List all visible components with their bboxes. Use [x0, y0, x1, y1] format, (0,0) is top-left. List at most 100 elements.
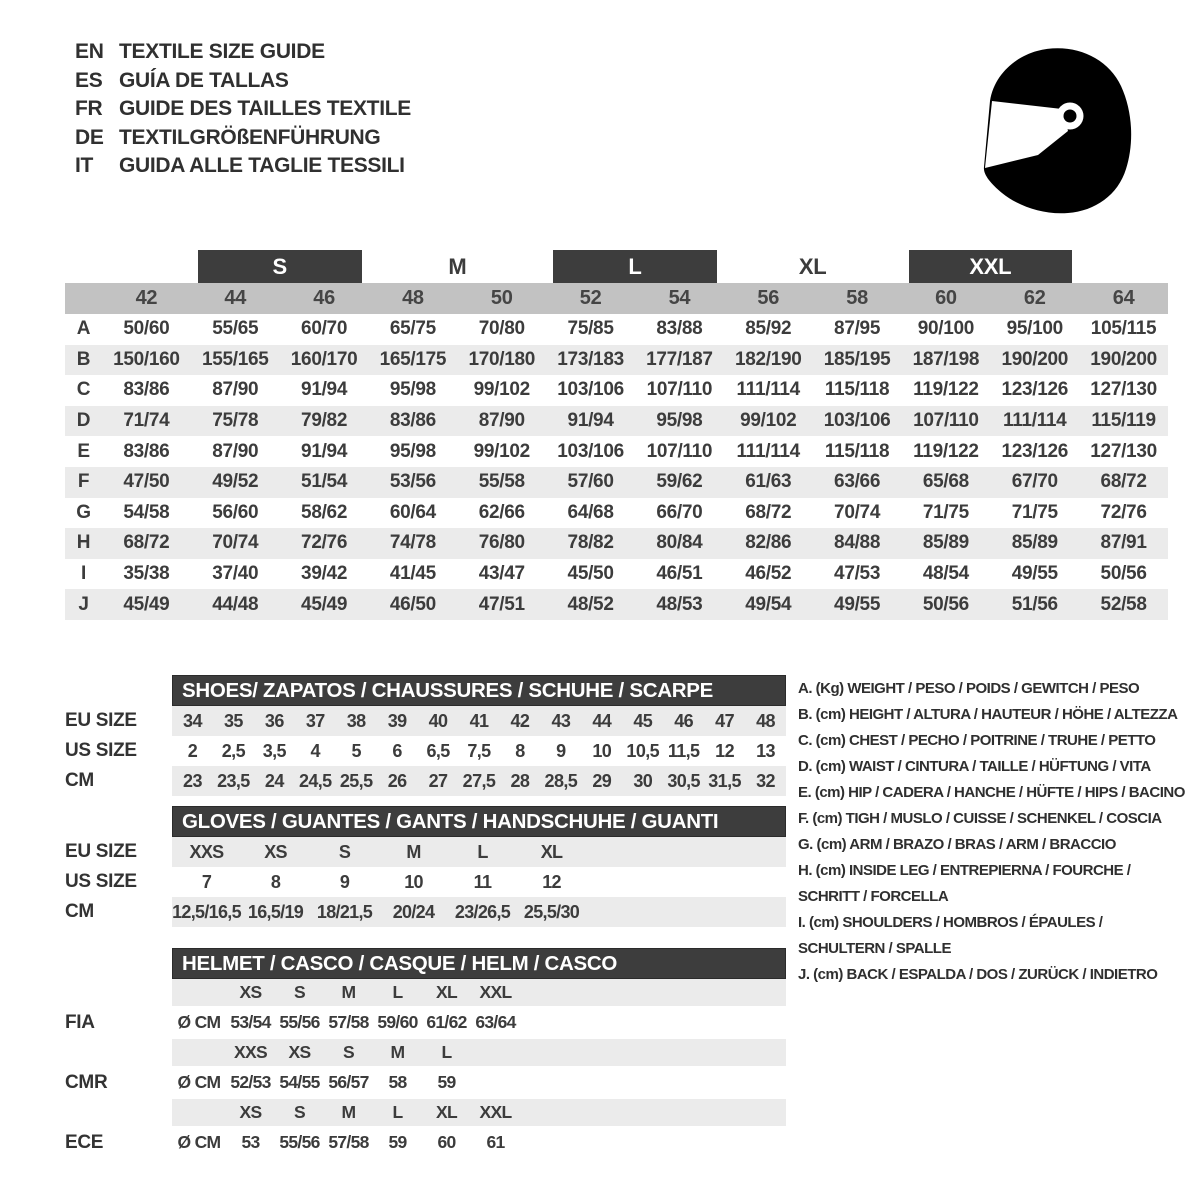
shoes-size-cell: 23,5	[217, 770, 250, 791]
shoes-size-cell: 27	[428, 770, 448, 791]
measurement-cell: 115/118	[824, 440, 890, 462]
measurement-cell: 39/42	[301, 563, 348, 585]
measurement-cell: 85/92	[745, 318, 792, 340]
shoes-size-cell: 9	[556, 740, 566, 761]
measurement-cell: 115/119	[1091, 410, 1156, 432]
size-group-label: S	[197, 250, 362, 283]
shoes-size-cell: 28	[510, 770, 530, 791]
measurement-cell: 87/91	[1100, 532, 1147, 554]
shoes-size-cell: 24	[264, 770, 284, 791]
helmet-size-header: L	[392, 982, 404, 1002]
measurement-cell: 85/89	[1011, 532, 1058, 554]
size-column-header: 42	[135, 287, 158, 309]
language-code: EN	[75, 40, 104, 63]
measurement-cell: 90/100	[917, 318, 975, 340]
language-code: FR	[75, 97, 103, 120]
gloves-eu-row: XXS XS S M L XL	[172, 837, 786, 867]
measurement-cell: 83/88	[656, 318, 703, 340]
language-row: EN TEXTILE SIZE GUIDE	[75, 38, 411, 67]
helmet-size-header: S	[343, 1042, 355, 1062]
measurement-row-label: H	[76, 532, 91, 554]
empty-cell	[172, 1099, 226, 1126]
measurement-cell: 70/74	[212, 532, 259, 554]
spacer	[65, 979, 172, 1006]
helmet-value-cell: 53	[241, 1132, 260, 1152]
helmet-size-header: L	[441, 1042, 453, 1062]
measurement-cell: 83/86	[123, 379, 170, 401]
measurement-cell: 177/187	[646, 348, 713, 370]
shoes-title-bar: SHOES/ ZAPATOS / CHAUSSURES / SCHUHE / S…	[172, 675, 786, 706]
measurement-cell: 165/175	[379, 348, 447, 370]
measurement-cell: 99/102	[740, 410, 797, 432]
gloves-size-cell: 8	[270, 871, 281, 892]
measurement-cell: 71/74	[123, 410, 170, 432]
measurement-cell: 59/62	[656, 471, 703, 493]
size-column-header: 48	[402, 287, 424, 309]
shoes-size-cell: 46	[674, 710, 694, 731]
size-column-header: 56	[757, 287, 780, 309]
size-group-label: M	[448, 253, 467, 279]
measurement-cell: 46/52	[745, 563, 792, 585]
measurement-cell: 55/58	[478, 471, 525, 493]
size-column-header: 62	[1023, 287, 1046, 309]
shoes-size-cell: 8	[515, 740, 525, 761]
measurement-cell: 62/66	[478, 501, 525, 523]
helmet-value-cell: 61	[486, 1132, 505, 1152]
gloves-size-cell: 7	[201, 871, 212, 892]
size-group-label: L	[553, 250, 717, 283]
measurement-cell: 78/82	[567, 532, 614, 554]
gloves-size-cell: 12	[542, 871, 561, 892]
shoes-size-cell: 6,5	[426, 740, 450, 761]
measurement-cell: 75/78	[212, 410, 259, 432]
unit-cell: Ø CM	[177, 1132, 222, 1152]
helmet-value-cell: 55/56	[279, 1132, 320, 1152]
measurement-cell: 46/50	[389, 593, 436, 615]
measurement-cell: 55/65	[212, 318, 259, 340]
gloves-size-cell: M	[406, 841, 421, 862]
helmet-size-header: M	[390, 1042, 406, 1062]
shoes-size-cell: 42	[510, 710, 530, 731]
shoes-size-cell: 48	[756, 710, 775, 731]
row-header-label: CM	[65, 901, 94, 922]
language-row: FR GUIDE DES TAILLES TEXTILE	[75, 95, 411, 124]
racing-helmet-icon	[983, 48, 1132, 214]
language-title: GUIDA ALLE TAGLIE TESSILI	[119, 154, 405, 177]
measurement-cell: 50/56	[1100, 563, 1147, 585]
legend-item: D. (cm) WAIST / CINTURA / TAILLE / HÜFTU…	[798, 758, 1151, 775]
measurement-row: C 83/86 87/90 91/94 95/98 99/102 103/106 107/11…	[65, 375, 1168, 406]
measurement-cell: 43/47	[478, 563, 525, 585]
gloves-size-cell: XL	[540, 841, 563, 862]
measurement-cell: 107/110	[646, 379, 713, 401]
size-column-header: 58	[846, 287, 868, 309]
measurement-cell: 190/200	[1001, 348, 1069, 370]
measurement-cell: 155/165	[201, 348, 269, 370]
measurement-row: A 50/60 55/65 60/70 65/75 70/80 75/85 83/88 85/9…	[65, 314, 1168, 345]
helmet-sizes-row: XS S M L XL XXL	[172, 979, 786, 1006]
measurement-cell: 103/106	[557, 379, 624, 401]
shoes-size-cell: 11,5	[667, 740, 700, 761]
shoes-eu-row: 34 35 36 37 38 39 40 41 42 43 44 45 46 47 48	[172, 706, 786, 736]
measurement-cell: 65/75	[389, 318, 436, 340]
measurement-cell: 52/58	[1100, 593, 1147, 615]
measurement-cell: 111/114	[1003, 410, 1067, 432]
measurement-cell: 47/50	[123, 471, 170, 493]
shoes-size-cell: 47	[715, 710, 734, 731]
shoes-size-cell: 13	[756, 740, 775, 761]
measurement-cell: 95/98	[656, 410, 703, 432]
measurement-cell: 87/90	[212, 440, 259, 462]
measurement-cell: 50/56	[922, 593, 969, 615]
textile-size-table: S M L XL XXL 42 44 46 48 50 52 54 56 58 60 62 64 A 50/60 55…	[65, 250, 1168, 620]
measurement-cell: 150/160	[113, 348, 180, 370]
row-header-label: US SIZE	[65, 740, 137, 761]
standard-label: FIA	[65, 1011, 95, 1033]
measurement-cell: 47/53	[834, 563, 881, 585]
measurement-cell: 75/85	[567, 318, 614, 340]
shoes-size-cell: 26	[387, 770, 407, 791]
measurement-cell: 99/102	[473, 379, 531, 401]
helmet-size-header: XS	[239, 1102, 263, 1122]
measurement-cell: 107/110	[646, 440, 713, 462]
measurement-row-label: E	[77, 440, 90, 462]
shoes-size-cell: 24,5	[298, 770, 332, 791]
measurement-row: E 83/86 87/90 91/94 95/98 99/102 103/106 107/11…	[65, 436, 1168, 467]
